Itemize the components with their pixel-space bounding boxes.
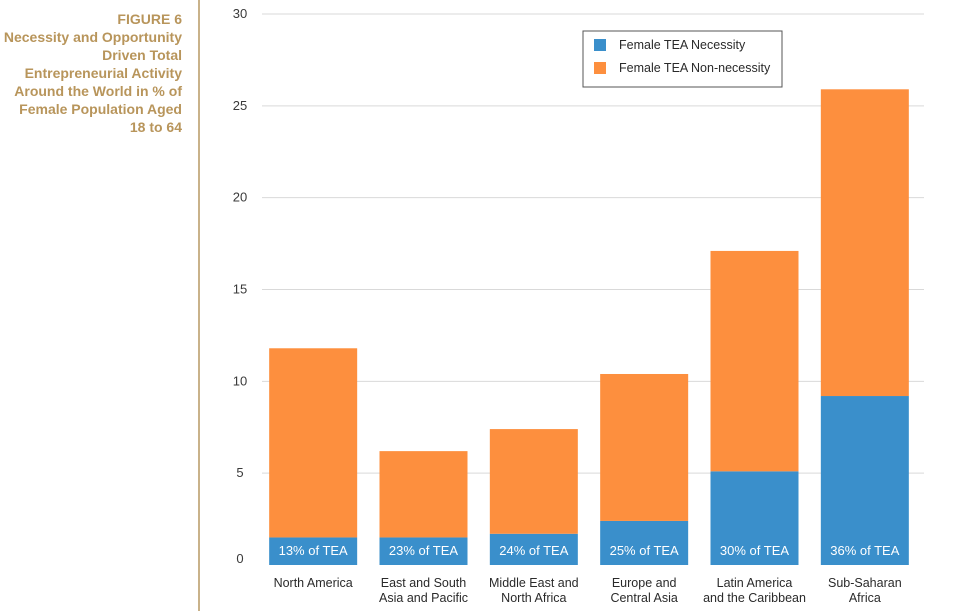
x-tick-label: North America [274, 576, 353, 590]
x-tick-label-line: Latin America [717, 576, 793, 590]
bar-non-necessity [600, 373, 689, 521]
bar-necessity [710, 471, 799, 565]
x-tick-label-line: and the Caribbean [703, 591, 806, 605]
x-tick-label-line: East and South [381, 576, 467, 590]
x-axis-labels: North America East and South Asia and Paci… [274, 576, 902, 605]
data-label: 13% of TEA [279, 543, 348, 558]
x-tick-label-line: Sub-Saharan [828, 576, 902, 590]
bar-non-necessity [269, 348, 358, 538]
bar-necessity [269, 537, 358, 565]
divider [198, 0, 200, 611]
x-tick-label-line: Central Asia [610, 591, 677, 605]
bar-non-necessity [710, 250, 799, 472]
bar-necessity [600, 520, 689, 565]
legend-swatch [594, 62, 606, 74]
x-tick-label: Sub-Saharan Africa [828, 576, 902, 605]
bar-necessity [820, 396, 909, 565]
bar-necessity [379, 537, 468, 565]
data-label: 30% of TEA [720, 543, 789, 558]
gridlines [262, 13, 924, 474]
x-tick-label-line: Africa [849, 591, 881, 605]
x-tick-label: Middle East and North Africa [489, 576, 579, 605]
x-tick-label: Latin America and the Caribbean [703, 576, 806, 605]
y-axis-ticks: 0 5 10 15 20 25 30 [233, 6, 247, 566]
bar-non-necessity [820, 89, 909, 397]
y-tick-label: 30 [233, 6, 247, 21]
x-tick-label: East and South Asia and Pacific [379, 576, 468, 605]
y-tick-label: 5 [236, 465, 243, 480]
data-label: 36% of TEA [830, 543, 899, 558]
figure-number: FIGURE 6 [117, 11, 182, 27]
legend-entry: Female TEA Necessity [619, 38, 746, 52]
x-tick-label-line: North America [274, 576, 353, 590]
bar-non-necessity [489, 429, 578, 534]
data-label: 23% of TEA [389, 543, 458, 558]
bar-non-necessity [379, 451, 468, 538]
legend-swatch [594, 39, 606, 51]
legend-box [582, 30, 783, 88]
y-tick-label: 0 [236, 551, 243, 566]
legend: Female TEA Necessity Female TEA Non-neces… [582, 30, 783, 88]
data-label: 24% of TEA [499, 543, 568, 558]
x-tick-label-line: Europe and [612, 576, 677, 590]
data-label: 25% of TEA [610, 543, 679, 558]
x-tick-label: Europe and Central Asia [610, 576, 677, 605]
y-tick-label: 15 [233, 282, 247, 297]
y-tick-label: 25 [233, 98, 247, 113]
legend-entry: Female TEA Non-necessity [619, 61, 771, 75]
figure-caption: FIGURE 6 Necessity and Opportunity Drive… [0, 10, 182, 136]
x-tick-label-line: North Africa [501, 591, 566, 605]
y-tick-label: 10 [233, 373, 247, 388]
bars: 13% of TEA 23% of TEA 24% of TEA 25% of TEA… [269, 89, 909, 565]
x-tick-label-line: Asia and Pacific [379, 591, 468, 605]
bar-necessity [489, 533, 578, 565]
figure-title: Necessity and Opportunity Driven Total E… [3, 29, 182, 135]
y-tick-label: 20 [233, 190, 247, 205]
x-tick-label-line: Middle East and [489, 576, 579, 590]
